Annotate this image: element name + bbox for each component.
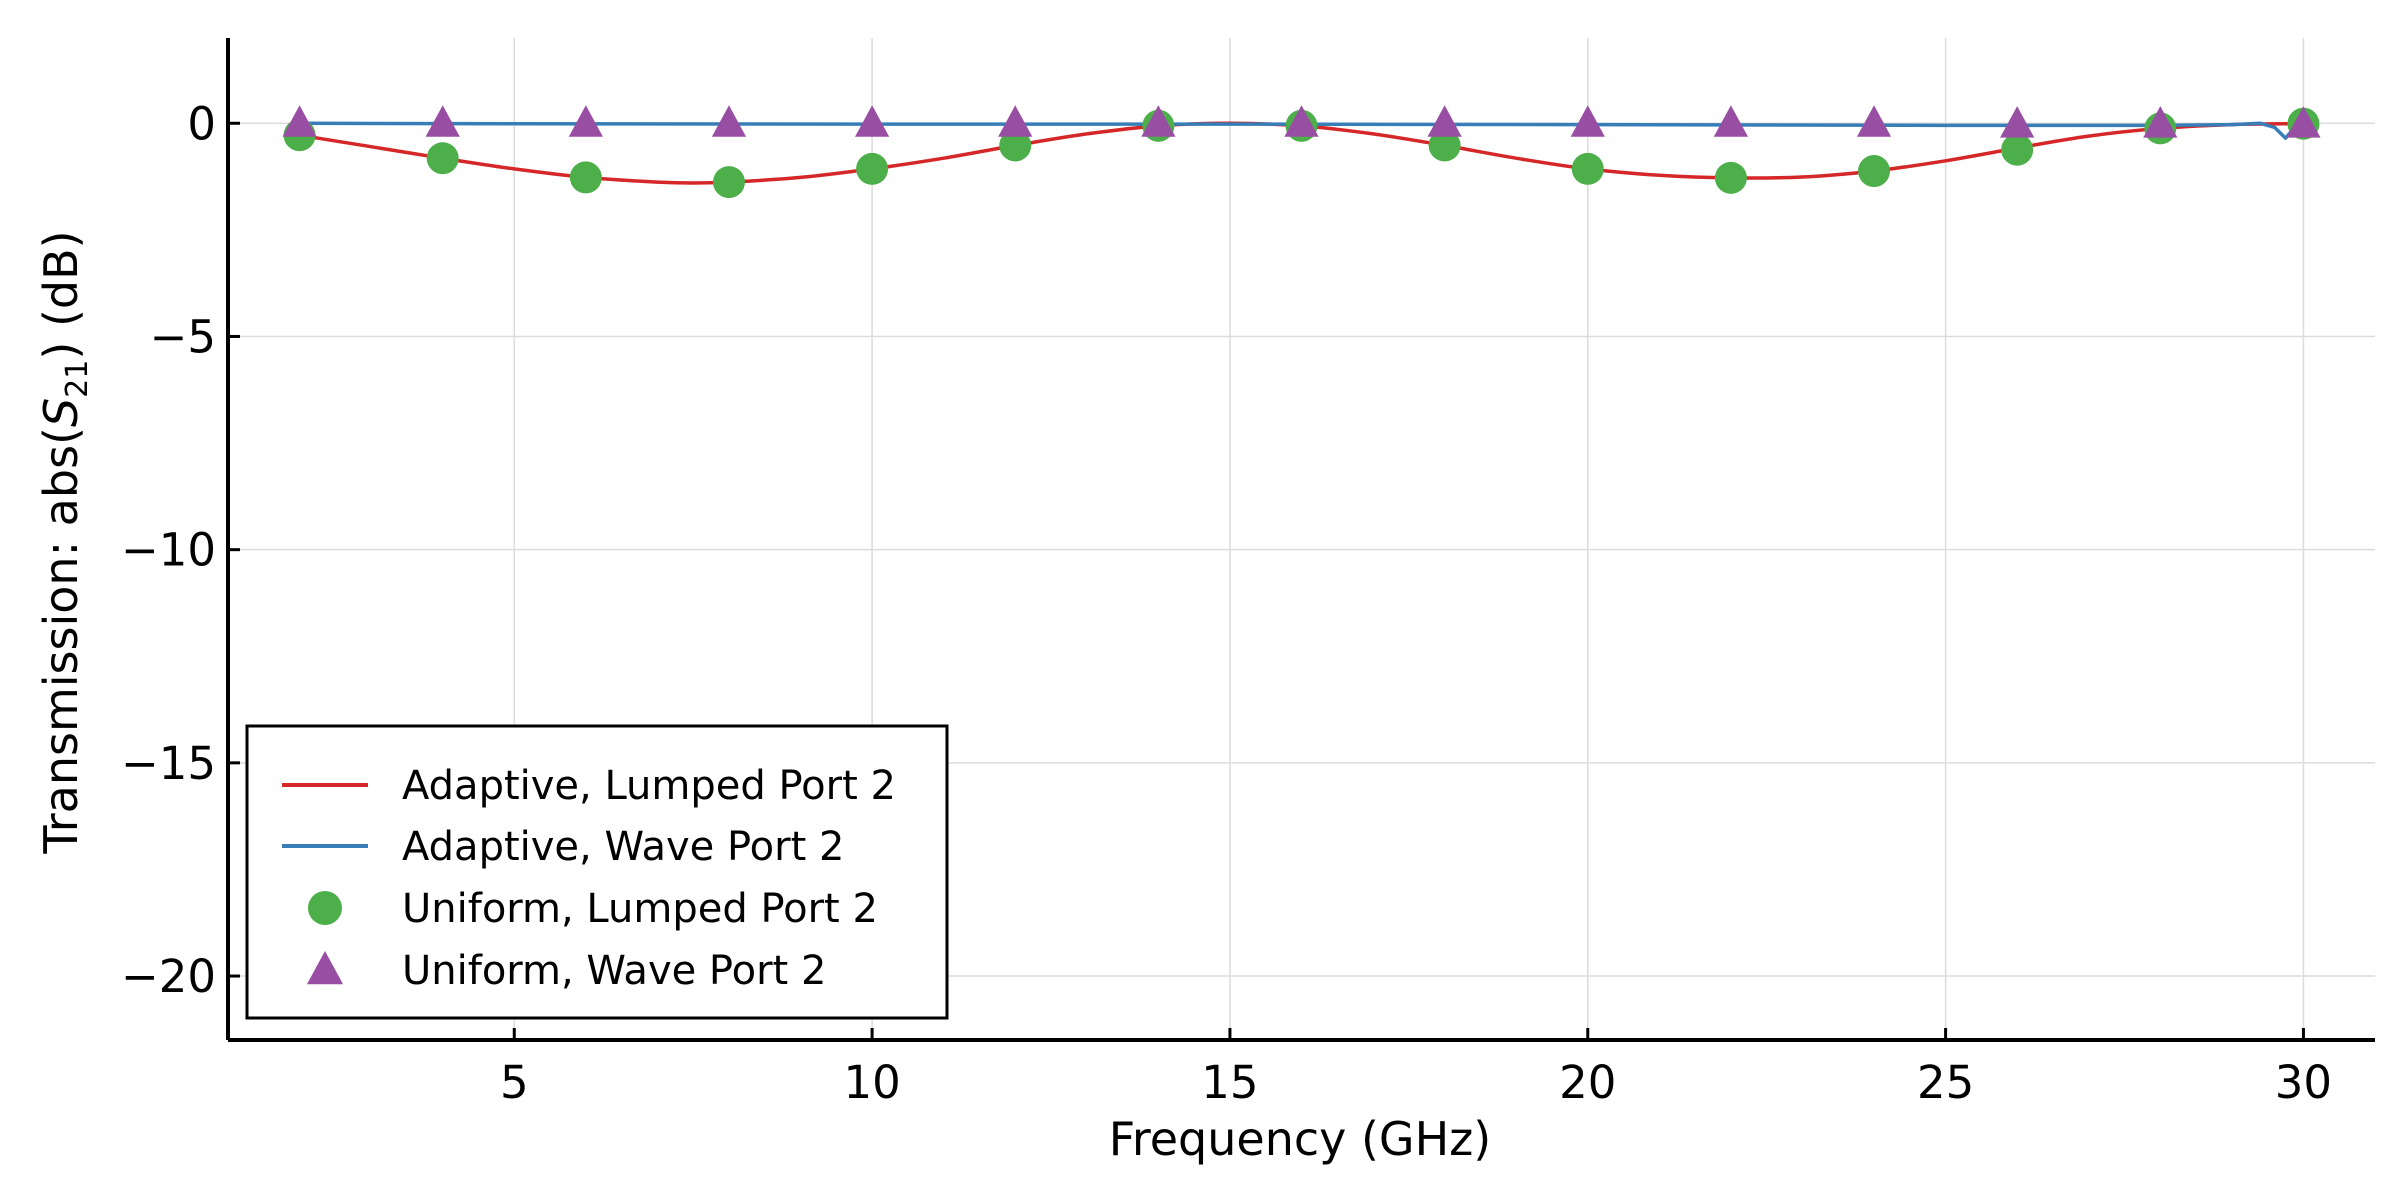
wave-port-marker [855,105,890,137]
y-tick-label: 0 [187,97,216,150]
y-axis-title-subscript: 21 [60,360,95,398]
wave-port-marker [1427,105,1462,137]
y-axis-title-prefix: Transmission: abs( [34,427,88,855]
lumped-port-marker [712,166,745,199]
legend-label: Adaptive, Wave Port 2 [402,824,844,870]
legend: Adaptive, Lumped Port 2 Adaptive, Wave Po… [245,724,949,1020]
lumped-port-marker [569,161,602,194]
wave-port-marker [1856,105,1892,137]
wave-port-marker [568,105,603,137]
legend-swatch-triangle [306,951,344,985]
data-series [282,105,2321,199]
wave-port-marker [1570,105,1605,137]
x-axis-title: Frequency (GHz) [1109,1112,1492,1166]
axes [226,38,2375,1042]
y-tick-label: −15 [121,737,216,790]
wave-port-marker [2000,106,2035,138]
y-axis-title-suffix: ) (dB) [34,230,88,359]
lumped-port-marker [856,152,889,185]
y-axis-title: Transmission: abs(S21) (dB) [34,230,95,854]
legend-swatch-circle [308,891,342,925]
legend-label: Uniform, Lumped Port 2 [402,886,878,932]
lumped-port-marker [1571,152,1604,185]
tick-labels: 5 10 15 20 25 30 0 −5 −10 −15 −20 [121,97,2332,1109]
y-tick-label: −20 [121,950,216,1003]
x-tick-label: 10 [843,1056,900,1109]
x-tick-label: 5 [500,1056,529,1109]
y-axis-title-symbol: S [34,398,88,427]
lumped-port-marker [2001,133,2034,166]
legend-label: Uniform, Wave Port 2 [402,948,826,994]
lumped-port-marker [1714,161,1747,194]
x-tick-label: 20 [1559,1056,1616,1109]
wave-port-marker [2286,106,2321,138]
y-tick-label: −5 [150,310,216,363]
lumped-port-marker [1858,155,1891,188]
lumped-port-marker [1428,129,1461,162]
wave-port-marker [1284,105,1319,137]
wave-port-marker [282,105,317,137]
legend-label: Adaptive, Lumped Port 2 [402,763,896,809]
x-tick-label: 15 [1201,1056,1258,1109]
wave-port-marker [1713,105,1748,137]
x-tick-label: 25 [1917,1056,1974,1109]
lumped-port-marker [999,129,1032,162]
wave-port-marker [711,105,747,137]
wave-port-marker [998,105,1033,137]
y-tick-label: −10 [121,524,216,577]
lumped-port-marker [426,142,459,175]
wave-port-marker [1141,105,1176,137]
wave-port-marker [2143,106,2178,138]
wave-port-marker [425,105,460,137]
x-tick-label: 30 [2275,1056,2332,1109]
legend-box [245,724,949,1020]
